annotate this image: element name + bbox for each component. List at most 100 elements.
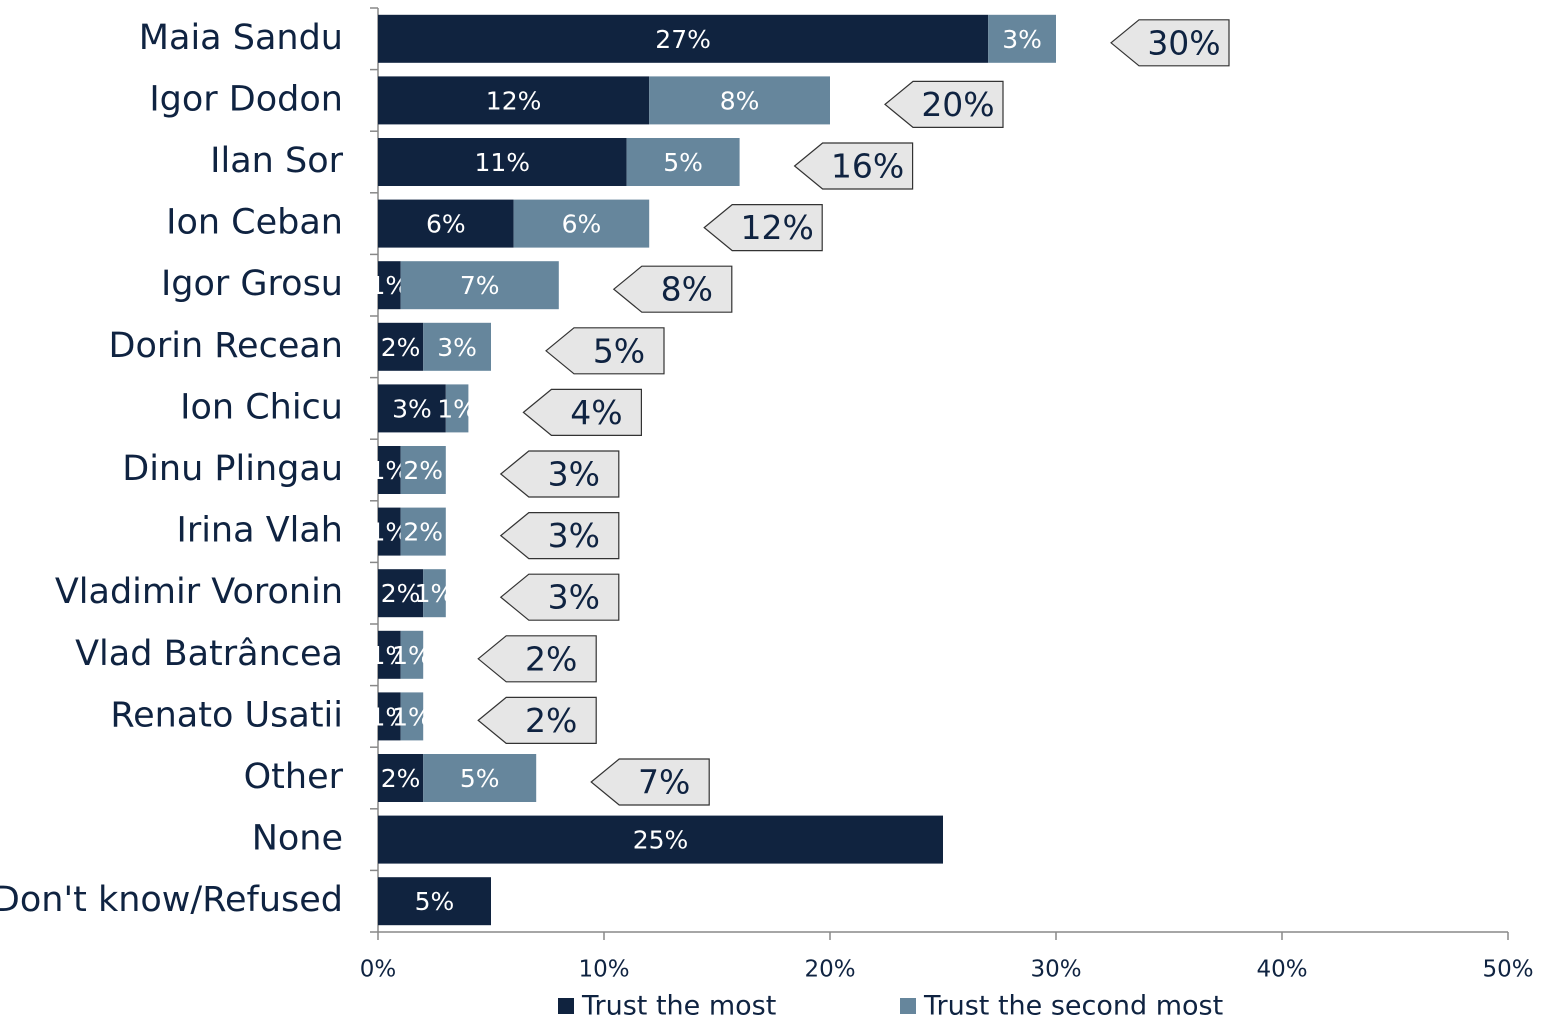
bar-segment bbox=[378, 322, 424, 371]
bar-segment bbox=[378, 507, 401, 556]
category-label: Other bbox=[244, 757, 344, 797]
bar-segment bbox=[378, 569, 424, 618]
category-label: Ion Ceban bbox=[166, 203, 343, 243]
bar-label: 2% bbox=[381, 333, 421, 362]
bar-label: 1% bbox=[392, 641, 432, 670]
category-label: Dorin Recean bbox=[109, 326, 343, 366]
bar-label: 6% bbox=[562, 210, 602, 239]
total-label: 7% bbox=[638, 763, 690, 802]
bar-segment bbox=[378, 384, 446, 433]
x-tick-label: 20% bbox=[804, 957, 855, 983]
bar-segment bbox=[400, 261, 559, 310]
total-callout bbox=[884, 80, 1004, 128]
category-label: Ilan Sor bbox=[210, 141, 343, 181]
bar-label: 5% bbox=[415, 887, 455, 916]
total-callout bbox=[522, 388, 642, 436]
legend-label: Trust the most bbox=[581, 991, 776, 1021]
bar-segment bbox=[513, 199, 650, 248]
total-label: 8% bbox=[661, 270, 713, 309]
bar-label: 2% bbox=[381, 764, 421, 793]
category-label: Ion Chicu bbox=[180, 387, 343, 427]
bar-segment bbox=[378, 815, 943, 864]
total-callout bbox=[499, 573, 620, 621]
total-label: 3% bbox=[548, 516, 600, 555]
category-label: Vlad Batrâncea bbox=[75, 634, 343, 674]
category-label: Maia Sandu bbox=[139, 18, 343, 58]
bar-segment bbox=[400, 507, 446, 556]
bar-label: 1% bbox=[437, 394, 477, 423]
bar-label: 6% bbox=[426, 210, 466, 239]
bar-label: 3% bbox=[1002, 25, 1042, 54]
total-callout bbox=[793, 142, 914, 190]
legend-label: Trust the second most bbox=[923, 991, 1223, 1021]
bar-label: 5% bbox=[460, 764, 500, 793]
x-tick-label: 30% bbox=[1030, 957, 1081, 983]
bar-segment bbox=[378, 76, 650, 125]
bar-segment bbox=[423, 322, 491, 371]
category-label: Irina Vlah bbox=[177, 511, 344, 551]
category-label: None bbox=[252, 819, 343, 859]
bar-label: 2% bbox=[403, 518, 443, 547]
bar-segment bbox=[445, 384, 469, 433]
total-label: 2% bbox=[525, 701, 577, 740]
legend-swatch bbox=[900, 998, 916, 1014]
bar-segment bbox=[378, 138, 627, 186]
x-tick-label: 50% bbox=[1482, 957, 1533, 983]
category-label: Don't know/Refused bbox=[0, 880, 343, 920]
total-label: 3% bbox=[548, 455, 600, 494]
bar-segment bbox=[378, 14, 989, 63]
bar-segment bbox=[649, 76, 830, 125]
bar-segment bbox=[378, 630, 401, 679]
category-label: Vladimir Voronin bbox=[55, 572, 343, 612]
total-callout bbox=[545, 327, 665, 375]
category-label: Igor Grosu bbox=[161, 264, 343, 304]
total-callout bbox=[590, 758, 710, 806]
total-callout bbox=[703, 204, 823, 252]
x-tick-label: 0% bbox=[360, 957, 397, 983]
bar-segment bbox=[378, 446, 401, 494]
bar-segment bbox=[378, 199, 514, 248]
bar-label: 1% bbox=[415, 579, 455, 608]
bar-label: 2% bbox=[381, 579, 421, 608]
total-callout bbox=[612, 265, 733, 313]
bar-segment bbox=[400, 692, 424, 741]
total-callout bbox=[1110, 19, 1230, 67]
bar-segment bbox=[400, 630, 424, 679]
bar-segment bbox=[378, 692, 401, 741]
total-label: 12% bbox=[741, 208, 814, 247]
total-label: 16% bbox=[831, 147, 904, 186]
bar-label: 25% bbox=[633, 826, 689, 855]
bar-segment bbox=[400, 446, 446, 494]
bar-label: 2% bbox=[403, 456, 443, 485]
category-label: Renato Usatii bbox=[110, 695, 343, 735]
category-label: Dinu Plingau bbox=[122, 449, 343, 489]
bar-segment bbox=[378, 754, 424, 802]
bar-segment bbox=[423, 569, 446, 618]
bar-label: 7% bbox=[460, 271, 500, 300]
bar-segment bbox=[988, 14, 1056, 63]
total-callout bbox=[499, 512, 620, 560]
total-callout bbox=[477, 696, 597, 744]
bar-label: 12% bbox=[486, 86, 542, 115]
total-callout bbox=[499, 450, 620, 498]
total-label: 2% bbox=[525, 639, 577, 678]
bar-segment bbox=[378, 261, 401, 310]
total-label: 30% bbox=[1147, 23, 1220, 62]
bar-label: 3% bbox=[437, 333, 477, 362]
bar-label: 1% bbox=[392, 702, 432, 731]
bar-segment bbox=[626, 138, 740, 186]
bar-label: 3% bbox=[392, 394, 432, 423]
bar-segment bbox=[423, 754, 537, 802]
total-label: 4% bbox=[570, 393, 622, 432]
total-label: 5% bbox=[593, 331, 645, 370]
bar-label: 27% bbox=[655, 25, 711, 54]
bar-segment bbox=[378, 877, 491, 926]
total-label: 20% bbox=[921, 85, 994, 124]
bar-label: 5% bbox=[663, 148, 703, 177]
total-callout bbox=[477, 635, 597, 683]
category-label: Igor Dodon bbox=[149, 79, 343, 119]
total-label: 3% bbox=[548, 578, 600, 617]
x-tick-label: 40% bbox=[1256, 957, 1307, 983]
bar-label: 11% bbox=[475, 148, 531, 177]
